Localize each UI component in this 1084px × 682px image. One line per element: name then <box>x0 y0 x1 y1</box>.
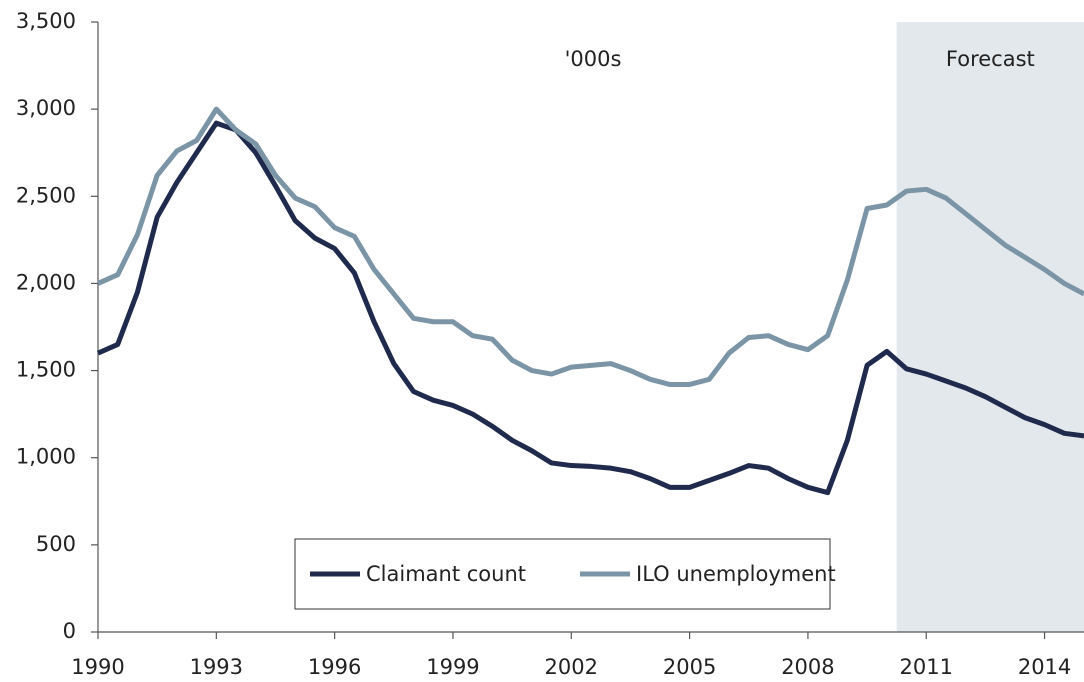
y-tick-label: 0 <box>63 619 76 643</box>
x-tick-label: 2005 <box>663 655 716 679</box>
x-tick-label: 2002 <box>545 655 598 679</box>
y-tick-label: 2,000 <box>16 270 76 294</box>
legend: Claimant count ILO unemployment <box>294 538 836 610</box>
x-tick-label: 2011 <box>900 655 953 679</box>
y-tick-label: 3,000 <box>16 96 76 120</box>
y-tick-label: 1,500 <box>16 358 76 382</box>
forecast-region <box>896 22 1084 632</box>
annotation: '000s <box>565 47 622 71</box>
x-tick-label: 1993 <box>190 655 243 679</box>
legend-box <box>294 538 831 610</box>
y-tick-label: 2,500 <box>16 183 76 207</box>
legend-label: ILO unemployment <box>636 562 836 586</box>
y-tick-label: 500 <box>36 532 76 556</box>
x-tick-label: 2014 <box>1018 655 1071 679</box>
series-line <box>96 120 1084 496</box>
x-tick-label: 2008 <box>781 655 834 679</box>
y-tick-label: 3,500 <box>16 9 76 33</box>
y-tick-label: 1,000 <box>16 445 76 469</box>
x-tick-label: 1999 <box>426 655 479 679</box>
x-tick-label: 1996 <box>308 655 361 679</box>
x-tick-label: 1990 <box>71 655 124 679</box>
forecast-label: Forecast <box>946 47 1035 71</box>
series-line <box>96 106 1084 388</box>
legend-label: Claimant count <box>366 562 526 586</box>
